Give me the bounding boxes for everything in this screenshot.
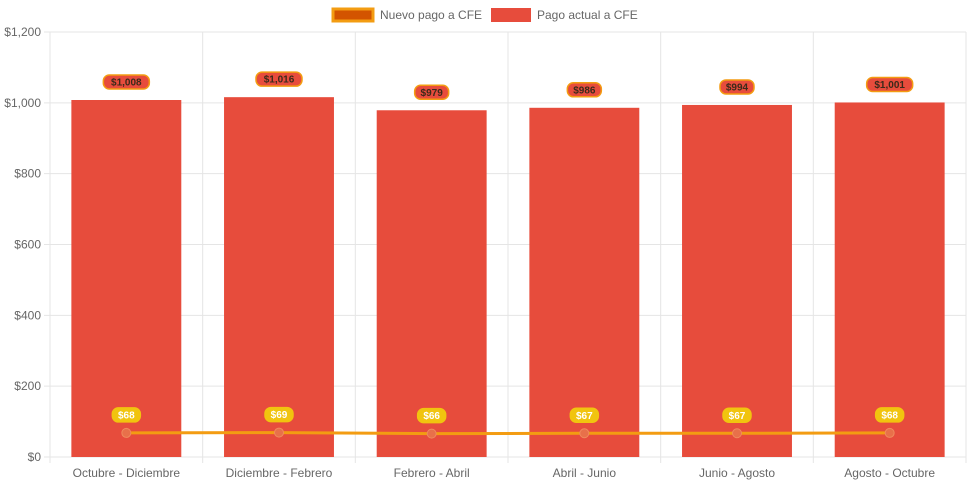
x-tick-label: Febrero - Abril [394, 466, 470, 480]
legend-label: Nuevo pago a CFE [380, 8, 482, 22]
legend-item-actual[interactable]: Pago actual a CFE [491, 8, 638, 22]
legend-item-nuevo[interactable]: Nuevo pago a CFE [331, 7, 482, 23]
y-tick-label: $800 [14, 167, 41, 181]
bar-data-label-bg [413, 84, 450, 101]
line-data-label: $67 [722, 407, 752, 424]
x-tick-label: Abril - Junio [553, 466, 617, 480]
legend[interactable]: Nuevo pago a CFE Pago actual a CFE [331, 7, 638, 23]
legend-label: Pago actual a CFE [537, 8, 638, 22]
bar[interactable] [224, 97, 334, 458]
y-tick-label: $200 [14, 379, 41, 393]
line-data-label: $68 [874, 407, 905, 423]
line-data-label-text: $68 [881, 410, 898, 421]
bar-data-label-text: $1,008 [111, 78, 142, 89]
y-tick-label: $1,000 [4, 96, 41, 110]
bar-data-label: $979 [413, 84, 450, 101]
line-point[interactable] [274, 427, 284, 438]
bar[interactable] [376, 110, 487, 457]
line-point[interactable] [121, 427, 132, 438]
x-tick-label: Agosto - Octubre [844, 466, 935, 480]
line-point[interactable] [732, 428, 742, 439]
y-tick-label: $400 [14, 308, 41, 322]
line-point[interactable] [579, 428, 590, 439]
bar-data-label-bg [566, 82, 603, 98]
bar-data-label: $986 [566, 82, 603, 98]
bar-data-label-text: $994 [726, 82, 749, 93]
y-tick-label: $0 [28, 450, 42, 464]
line-data-label: $67 [569, 407, 600, 424]
line-data-label-bg [264, 406, 294, 423]
bar[interactable] [71, 100, 182, 457]
line-data-label-text: $66 [423, 411, 440, 422]
data-labels-layer: $1,008 $1,016 $979 $986 $994 $1,001 $68 $69 $66 $… [102, 71, 914, 424]
x-tick-label: Junio - Agosto [699, 466, 775, 480]
axis-layer: $0 $200 $400 $600 $800 $1,000 $1,200 Octubre - … [4, 25, 935, 480]
bar-data-label: $1,001 [865, 76, 914, 93]
x-tick-label: Octubre - Diciembre [73, 466, 181, 480]
line-series [126, 431, 890, 436]
bar-data-label-bg [102, 74, 151, 90]
bar-data-label: $994 [719, 79, 755, 95]
line-data-label-text: $67 [576, 411, 593, 422]
bar-data-label-text: $1,016 [264, 75, 295, 86]
x-tick-label: Diciembre - Febrero [226, 466, 333, 480]
line-point[interactable] [884, 427, 895, 438]
line-data-label-bg [569, 407, 600, 424]
bar-data-label-bg [865, 76, 914, 93]
bar-data-label-text: $986 [573, 85, 596, 96]
bars-layer [71, 97, 945, 458]
bar[interactable] [834, 102, 945, 458]
bar[interactable] [682, 104, 792, 457]
bar-data-label-text: $979 [421, 88, 444, 99]
bar-data-label-text: $1,001 [874, 80, 905, 91]
line-data-label: $66 [416, 407, 447, 424]
y-tick-label: $1,200 [4, 25, 41, 39]
line-data-label-bg [111, 407, 142, 423]
bar-data-label: $1,016 [255, 71, 303, 87]
bar-data-label-bg [719, 79, 755, 95]
bar-data-label-bg [255, 71, 303, 87]
bar[interactable] [529, 107, 640, 458]
line-data-label-bg [722, 407, 752, 424]
y-tick-label: $600 [14, 238, 41, 252]
line-data-label-bg [416, 407, 447, 424]
grid-layer [44, 31, 967, 463]
legend-swatch [491, 8, 531, 22]
legend-swatch [331, 7, 375, 23]
line-data-label-text: $67 [729, 411, 746, 422]
line-point[interactable] [426, 428, 437, 439]
line-layer [121, 427, 895, 439]
line-data-label-text: $68 [118, 410, 135, 421]
line-data-label: $68 [111, 407, 142, 423]
line-data-label: $69 [264, 406, 294, 423]
bar-data-label: $1,008 [102, 74, 151, 90]
line-data-label-text: $69 [271, 410, 288, 421]
line-data-label-bg [874, 407, 905, 423]
